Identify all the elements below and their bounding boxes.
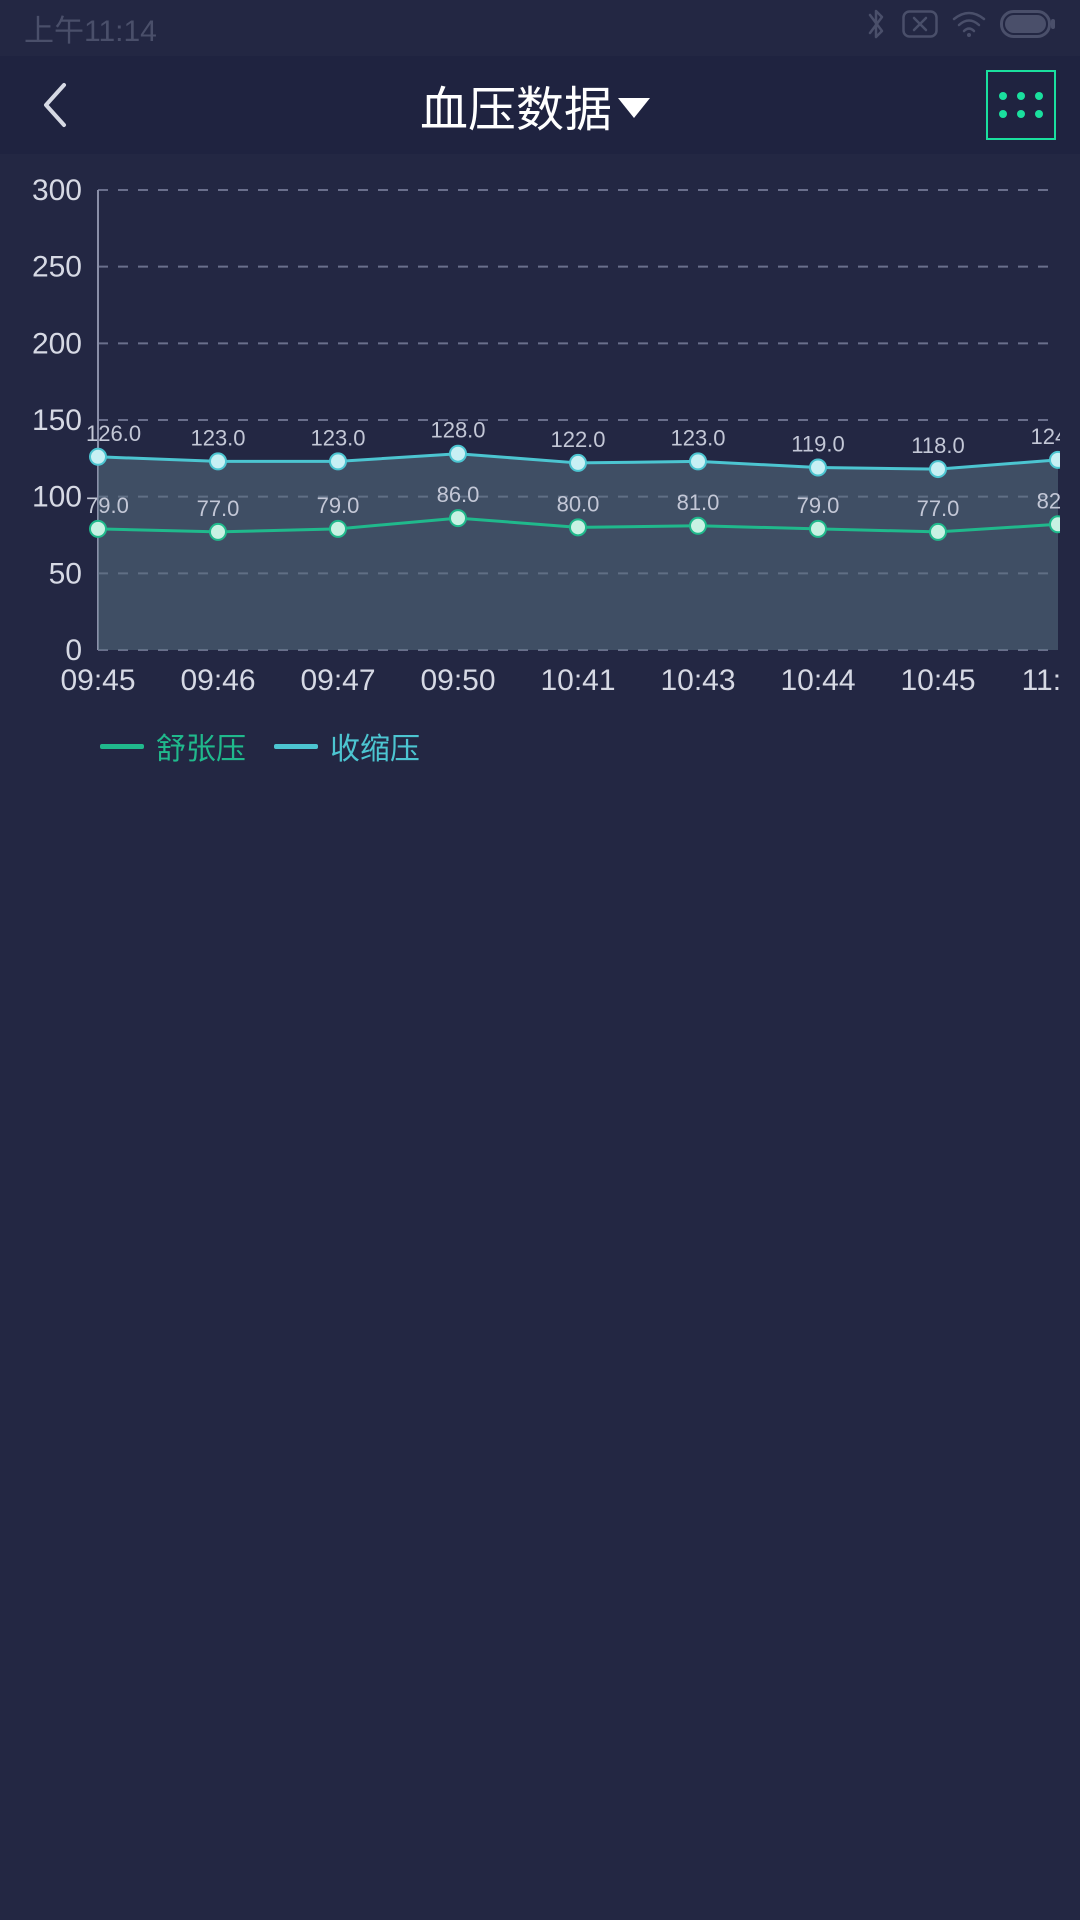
svg-text:0: 0 — [65, 634, 82, 667]
chevron-down-icon — [618, 98, 650, 118]
svg-text:09:45: 09:45 — [60, 664, 135, 697]
legend-swatch-1 — [100, 744, 144, 749]
svg-text:119.0: 119.0 — [791, 432, 844, 457]
svg-text:09:50: 09:50 — [420, 664, 495, 697]
legend-swatch-2 — [274, 744, 318, 749]
back-button[interactable] — [24, 75, 84, 135]
svg-text:10:43: 10:43 — [660, 664, 735, 697]
page-title: 血压数据 — [420, 70, 612, 140]
chart-svg: 0 50 100 150 200 250 300 09:45 09:46 09:47 09:50 10… — [20, 164, 1060, 704]
svg-text:118.0: 118.0 — [911, 433, 964, 458]
svg-text:82.0: 82.0 — [1037, 488, 1060, 513]
title-dropdown[interactable]: 血压数据 — [420, 70, 650, 140]
svg-text:10:45: 10:45 — [900, 664, 975, 697]
header-bar: 血压数据 — [0, 56, 1080, 154]
legend-item-systolic: 收缩压 — [274, 724, 420, 768]
svg-text:126.0: 126.0 — [86, 421, 141, 446]
wifi-icon — [952, 11, 986, 45]
bp-chart: 0 50 100 150 200 250 300 09:45 09:46 09:47 09:50 10… — [0, 164, 1080, 704]
battery-icon — [1000, 10, 1056, 46]
svg-text:09:47: 09:47 — [300, 664, 375, 697]
svg-text:11:13: 11:13 — [1022, 664, 1060, 697]
svg-text:50: 50 — [49, 557, 82, 590]
svg-text:77.0: 77.0 — [917, 496, 960, 521]
svg-text:77.0: 77.0 — [197, 496, 240, 521]
legend-label-1: 舒张压 — [156, 724, 246, 768]
svg-text:79.0: 79.0 — [317, 493, 360, 518]
svg-text:122.0: 122.0 — [550, 427, 605, 452]
status-time: 上午11:14 — [24, 6, 157, 50]
svg-text:80.0: 80.0 — [557, 491, 600, 516]
chart-legend: 舒张压 收缩压 — [0, 724, 1080, 768]
svg-text:124.0: 124.0 — [1030, 424, 1060, 449]
svg-text:123.0: 123.0 — [670, 425, 725, 450]
svg-text:150: 150 — [32, 404, 82, 437]
svg-text:100: 100 — [32, 481, 82, 514]
svg-text:86.0: 86.0 — [437, 482, 480, 507]
svg-text:123.0: 123.0 — [310, 425, 365, 450]
status-bar: 上午11:14 — [0, 0, 1080, 56]
close-box-icon — [902, 10, 938, 46]
grid-view-button[interactable] — [986, 70, 1056, 140]
legend-item-diastolic: 舒张压 — [100, 724, 246, 768]
legend-label-2: 收缩压 — [330, 724, 420, 768]
status-icons — [864, 7, 1056, 49]
svg-text:09:46: 09:46 — [180, 664, 255, 697]
svg-text:10:41: 10:41 — [540, 664, 615, 697]
svg-text:300: 300 — [32, 174, 82, 207]
svg-text:128.0: 128.0 — [430, 418, 485, 443]
svg-text:79.0: 79.0 — [797, 493, 840, 518]
svg-text:250: 250 — [32, 251, 82, 284]
svg-text:200: 200 — [32, 327, 82, 360]
svg-text:123.0: 123.0 — [190, 425, 245, 450]
svg-text:79.0: 79.0 — [86, 493, 129, 518]
svg-text:81.0: 81.0 — [677, 490, 720, 515]
bluetooth-icon — [864, 7, 888, 49]
svg-text:10:44: 10:44 — [780, 664, 855, 697]
